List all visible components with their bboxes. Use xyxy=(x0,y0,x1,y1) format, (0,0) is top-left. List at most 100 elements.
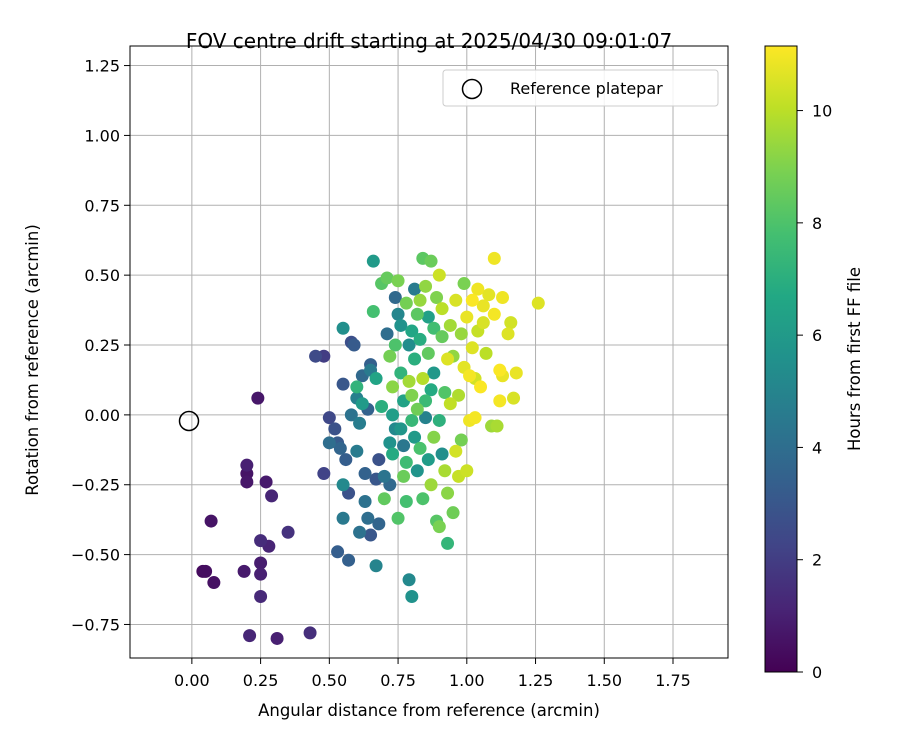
data-point xyxy=(375,399,389,413)
colorbar-tick-label: 8 xyxy=(812,214,822,233)
data-point xyxy=(405,413,419,427)
data-point xyxy=(501,327,515,341)
data-point xyxy=(322,411,336,425)
data-point xyxy=(421,453,435,467)
data-point xyxy=(388,291,402,305)
x-tick-label: 1.00 xyxy=(449,671,485,690)
data-point xyxy=(531,296,545,310)
data-point xyxy=(240,458,254,472)
data-point xyxy=(369,372,383,386)
x-tick-label: 0.50 xyxy=(312,671,348,690)
data-point xyxy=(391,274,405,288)
data-point xyxy=(383,349,397,363)
data-point xyxy=(454,433,468,447)
data-point xyxy=(353,525,367,539)
data-point xyxy=(331,545,345,559)
data-point xyxy=(427,321,441,335)
data-point xyxy=(353,416,367,430)
y-tick-label: 1.25 xyxy=(84,57,120,76)
data-point xyxy=(391,511,405,525)
data-points xyxy=(196,251,545,645)
data-point xyxy=(482,288,496,302)
legend-marker-icon xyxy=(461,78,483,100)
data-point xyxy=(493,394,507,408)
data-point xyxy=(435,330,449,344)
x-tick-label: 1.75 xyxy=(655,671,691,690)
data-point xyxy=(408,282,422,296)
data-point xyxy=(419,279,433,293)
data-point xyxy=(204,514,218,528)
data-point xyxy=(243,629,257,643)
x-tick-label: 1.50 xyxy=(586,671,622,690)
y-tick-label: 0.25 xyxy=(84,336,120,355)
data-point xyxy=(413,293,427,307)
data-point xyxy=(427,366,441,380)
data-point xyxy=(199,564,213,578)
data-point xyxy=(413,441,427,455)
data-point xyxy=(336,511,350,525)
data-point xyxy=(372,517,386,531)
data-point xyxy=(468,411,482,425)
data-point xyxy=(405,388,419,402)
x-tick-label: 0.25 xyxy=(243,671,279,690)
data-point xyxy=(438,464,452,478)
data-point xyxy=(408,352,422,366)
data-point xyxy=(355,397,369,411)
data-point xyxy=(487,307,501,321)
data-point xyxy=(386,380,400,394)
data-point xyxy=(432,413,446,427)
colorbar-tick-label: 6 xyxy=(812,326,822,345)
data-point xyxy=(369,559,383,573)
chart-title: FOV centre drift starting at 2025/04/30 … xyxy=(186,29,672,53)
data-point xyxy=(410,402,424,416)
data-point xyxy=(465,341,479,355)
data-point xyxy=(240,475,254,489)
data-point xyxy=(207,576,221,590)
data-point xyxy=(394,422,408,436)
data-point xyxy=(446,506,460,520)
data-point xyxy=(424,254,438,268)
data-point xyxy=(452,388,466,402)
data-point xyxy=(443,318,457,332)
legend-box: Reference platepar xyxy=(442,69,719,107)
data-point xyxy=(344,408,358,422)
data-point xyxy=(358,467,372,481)
data-point xyxy=(388,338,402,352)
data-point xyxy=(449,293,463,307)
data-point xyxy=(416,372,430,386)
y-axis-label: Rotation from reference (arcmin) xyxy=(23,224,42,496)
plot-frame xyxy=(129,45,729,659)
data-point xyxy=(419,394,433,408)
data-point xyxy=(421,310,435,324)
data-point xyxy=(474,380,488,394)
data-point xyxy=(333,441,347,455)
data-point xyxy=(322,436,336,450)
data-point xyxy=(339,453,353,467)
x-axis-label: Angular distance from reference (arcmin) xyxy=(258,701,600,720)
data-point xyxy=(317,467,331,481)
data-point xyxy=(509,366,523,380)
data-point xyxy=(493,363,507,377)
data-point xyxy=(303,626,317,640)
data-point xyxy=(366,304,380,318)
data-point xyxy=(435,447,449,461)
data-point xyxy=(465,293,479,307)
data-point xyxy=(424,383,438,397)
data-point xyxy=(336,478,350,492)
data-point xyxy=(394,318,408,332)
data-point xyxy=(424,478,438,492)
data-point xyxy=(377,469,391,483)
data-point xyxy=(476,316,490,330)
legend-frame xyxy=(442,69,719,107)
data-point xyxy=(259,475,273,489)
data-point xyxy=(336,321,350,335)
data-point xyxy=(372,453,386,467)
data-point xyxy=(427,430,441,444)
colorbar xyxy=(764,45,798,673)
colorbar-tick-label: 2 xyxy=(812,551,822,570)
data-point xyxy=(463,369,477,383)
data-point xyxy=(432,520,446,534)
data-point xyxy=(443,397,457,411)
data-point xyxy=(441,352,455,366)
y-tick-label: 0.75 xyxy=(84,196,120,215)
